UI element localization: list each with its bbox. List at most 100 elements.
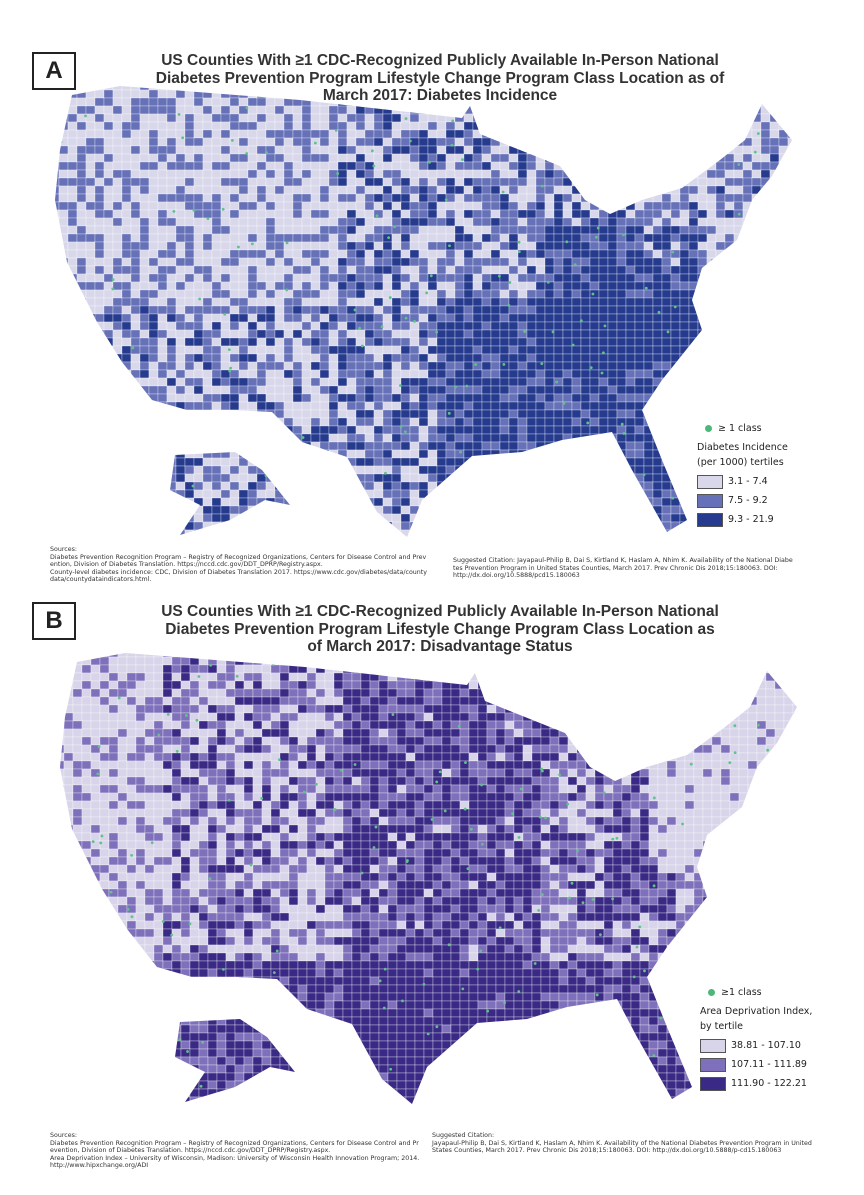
county: [301, 153, 312, 163]
county: [283, 489, 294, 499]
county: [148, 273, 159, 283]
county: [166, 129, 177, 139]
county: [670, 433, 681, 443]
county: [742, 121, 753, 131]
county: [85, 273, 96, 283]
county: [490, 353, 501, 363]
county: [472, 497, 483, 507]
county: [157, 345, 168, 355]
county: [544, 273, 555, 283]
county: [292, 409, 303, 419]
county: [193, 225, 204, 235]
county: [265, 217, 276, 227]
class-site: [223, 424, 227, 427]
county: [121, 313, 132, 323]
class-site: [486, 496, 490, 500]
county: [751, 377, 762, 387]
county: [535, 457, 546, 467]
county: [670, 385, 681, 395]
county: [652, 505, 663, 515]
county: [220, 113, 231, 123]
county: [283, 353, 294, 363]
county: [544, 321, 555, 331]
county: [607, 297, 618, 307]
county: [328, 105, 339, 115]
county: [148, 457, 159, 467]
county: [634, 465, 645, 475]
county: [571, 481, 582, 491]
county: [436, 329, 447, 339]
county: [643, 241, 654, 251]
county: [797, 138, 806, 146]
county: [310, 337, 321, 347]
county: [481, 177, 492, 187]
county: [436, 377, 447, 387]
county: [490, 281, 501, 291]
county: [571, 401, 582, 411]
county: [310, 185, 321, 195]
county: [247, 105, 258, 115]
county: [778, 209, 789, 219]
county: [310, 521, 321, 531]
county: [94, 153, 105, 163]
county: [589, 153, 600, 163]
county: [130, 337, 141, 347]
county: [418, 313, 429, 323]
county: [554, 538, 563, 546]
county: [283, 233, 294, 243]
county: [193, 441, 204, 451]
county: [319, 433, 330, 443]
county: [265, 137, 276, 147]
county: [652, 289, 663, 299]
county: [751, 385, 762, 395]
class-site: [250, 242, 254, 246]
county: [544, 425, 555, 435]
county: [797, 530, 806, 538]
county: [301, 129, 312, 139]
county: [490, 129, 501, 139]
county: [517, 145, 528, 155]
county: [481, 401, 492, 411]
county: [643, 137, 654, 147]
county: [166, 481, 177, 491]
county: [202, 177, 213, 187]
class-site: [429, 274, 433, 278]
county: [535, 441, 546, 451]
county: [85, 457, 96, 467]
county: [373, 121, 384, 131]
county: [292, 353, 303, 363]
county: [94, 121, 105, 131]
county: [652, 225, 663, 235]
county: [166, 217, 177, 227]
county: [337, 401, 348, 411]
county: [94, 521, 105, 531]
county: [445, 369, 456, 379]
county: [175, 377, 186, 387]
county: [391, 113, 402, 123]
county: [769, 257, 780, 267]
county: [220, 217, 231, 227]
county: [364, 241, 375, 251]
county: [94, 449, 105, 459]
county: [463, 177, 474, 187]
county: [787, 417, 792, 427]
county: [427, 393, 438, 403]
county: [463, 353, 474, 363]
county: [229, 217, 240, 227]
county: [319, 249, 330, 259]
county: [175, 305, 186, 315]
county: [607, 369, 618, 379]
county: [328, 513, 339, 523]
county: [265, 401, 276, 411]
county: [652, 257, 663, 267]
county: [481, 169, 492, 179]
county: [445, 489, 456, 499]
county: [67, 457, 78, 467]
county: [94, 513, 105, 523]
county: [463, 193, 474, 203]
county: [571, 265, 582, 275]
county: [580, 145, 591, 155]
county: [112, 529, 123, 537]
county: [598, 233, 609, 243]
county: [292, 153, 303, 163]
